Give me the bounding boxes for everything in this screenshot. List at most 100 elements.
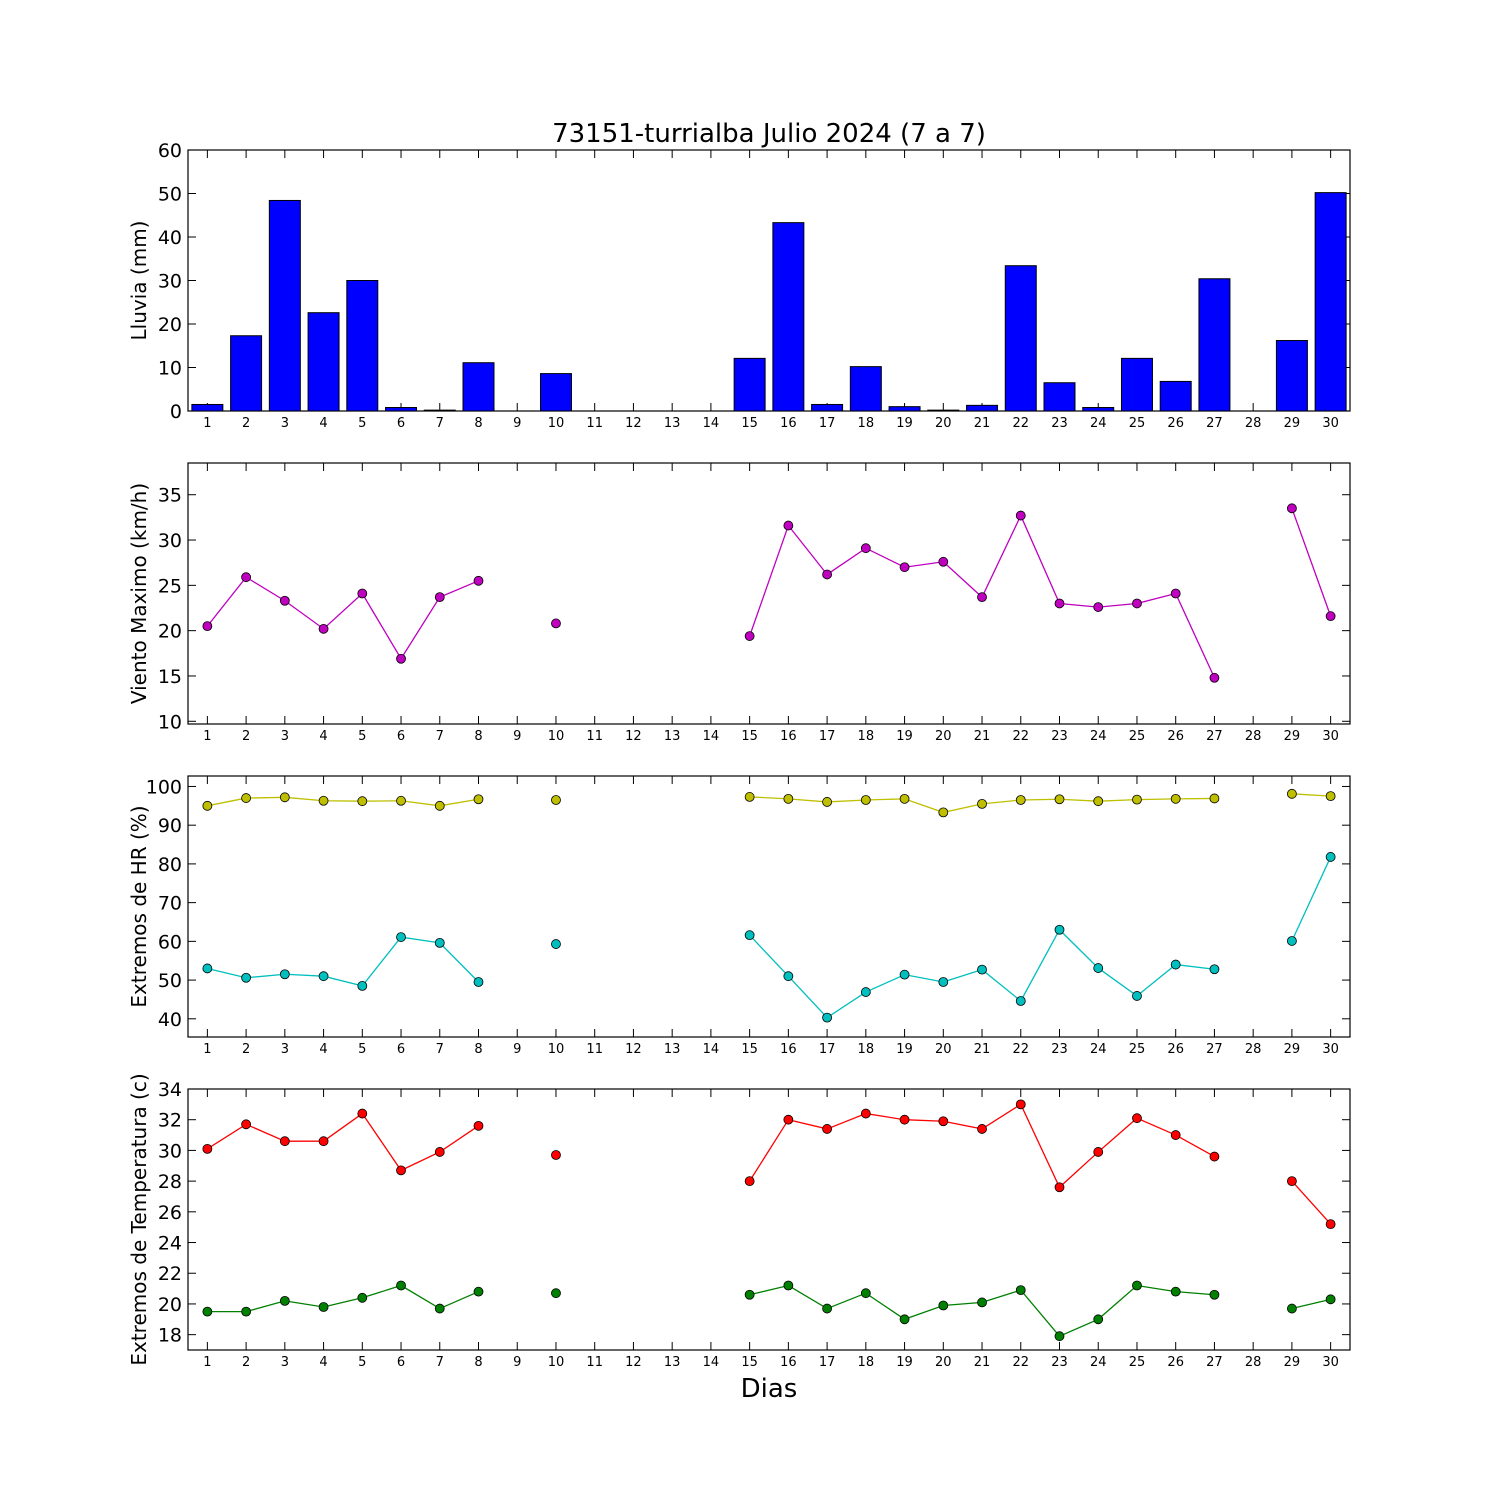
x-tick-label: 6 <box>397 729 405 744</box>
x-tick-label: 8 <box>474 1355 482 1370</box>
series-2-point-day-30 <box>1325 1294 1336 1305</box>
x-tick-label: 21 <box>974 416 991 431</box>
bar-day-2 <box>230 335 263 411</box>
x-tick-label: 7 <box>436 729 444 744</box>
series-1-point-day-10 <box>551 795 561 805</box>
series-2-point-day-20 <box>938 1300 949 1311</box>
series-1-point-day-21 <box>977 798 987 809</box>
plot-frame <box>187 462 1351 725</box>
series-1-point-day-22 <box>1015 510 1026 521</box>
x-tick-label: 18 <box>858 729 875 744</box>
series-1-point-day-7 <box>434 800 445 811</box>
x-tick-label: 4 <box>319 729 327 744</box>
series-1-point-day-18 <box>860 543 871 554</box>
y-tick-label: 60 <box>158 140 182 162</box>
x-tick-label: 21 <box>974 1355 991 1370</box>
series-1-point-day-24 <box>1093 796 1104 807</box>
x-tick-label: 19 <box>896 729 913 744</box>
x-tick-label: 13 <box>664 729 681 744</box>
series-1-point-day-25 <box>1132 598 1142 609</box>
series-1-point-day-24 <box>1093 1147 1104 1157</box>
x-tick-label: 7 <box>436 1355 444 1370</box>
x-tick-label: 23 <box>1051 729 1068 744</box>
x-tick-label: 27 <box>1206 729 1223 744</box>
x-tick-label: 11 <box>586 729 603 744</box>
x-tick-label: 23 <box>1051 1355 1068 1370</box>
series-1-point-day-6 <box>396 1165 406 1176</box>
series-1-point-day-1 <box>202 621 213 632</box>
bar-day-24 <box>1082 407 1115 411</box>
series-2-point-day-2 <box>241 1306 252 1317</box>
series-1-point-day-29 <box>1287 788 1297 799</box>
y-tick-label: 30 <box>158 530 182 552</box>
x-tick-label: 2 <box>242 1042 250 1057</box>
y-tick-label: 35 <box>158 485 182 507</box>
series-1-line <box>1291 793 1331 797</box>
x-axis-label: Dias <box>741 1374 798 1404</box>
series-1-point-day-23 <box>1054 598 1065 609</box>
x-tick-label: 3 <box>281 1355 289 1370</box>
x-tick-label: 10 <box>548 1355 565 1370</box>
x-tick-label: 13 <box>664 416 681 431</box>
series-1-point-day-4 <box>318 1136 329 1147</box>
x-tick-label: 16 <box>780 1042 797 1057</box>
x-tick-label: 14 <box>703 416 720 431</box>
series-2-point-day-25 <box>1132 991 1142 1001</box>
series-2-point-day-4 <box>318 1302 329 1312</box>
y-tick-label: 24 <box>158 1233 182 1255</box>
y-tick-label: 18 <box>158 1325 182 1347</box>
series-1-point-day-21 <box>977 1124 987 1134</box>
x-tick-label: 25 <box>1129 416 1146 431</box>
series-2-point-day-16 <box>783 1280 794 1291</box>
series-2-point-day-17 <box>822 1303 832 1314</box>
series-2-point-day-23 <box>1054 1331 1065 1342</box>
series-1-point-day-18 <box>860 1108 871 1119</box>
series-2-point-day-3 <box>279 1295 290 1306</box>
y-tick-label: 40 <box>158 1009 182 1031</box>
x-tick-label: 11 <box>586 1355 603 1370</box>
x-tick-label: 18 <box>858 416 875 431</box>
bar-day-26 <box>1159 380 1192 411</box>
y-tick-label: 50 <box>158 184 182 206</box>
y-tick-label: 50 <box>158 970 182 992</box>
series-2-point-day-15 <box>744 1289 755 1300</box>
x-tick-label: 17 <box>819 416 836 431</box>
series-2-point-day-5 <box>357 980 368 991</box>
series-1-point-day-15 <box>744 1176 755 1187</box>
y-tick-label: 34 <box>158 1079 182 1101</box>
series-1-point-day-15 <box>744 792 755 802</box>
bar-day-22 <box>1004 265 1037 411</box>
x-tick-label: 28 <box>1245 416 1262 431</box>
series-1-point-day-5 <box>357 588 368 599</box>
series-1-point-day-17 <box>822 797 832 807</box>
series-1-point-day-25 <box>1132 1113 1142 1124</box>
series-1-point-day-27 <box>1209 793 1220 804</box>
y-tick-label: 26 <box>158 1202 182 1224</box>
y-axis-label: Lluvia (mm) <box>127 221 151 341</box>
x-tick-label: 26 <box>1167 1355 1184 1370</box>
bar-day-27 <box>1198 278 1231 411</box>
x-tick-label: 3 <box>281 416 289 431</box>
x-tick-label: 21 <box>974 1042 991 1057</box>
series-1-point-day-27 <box>1209 1151 1220 1162</box>
x-tick-label: 22 <box>1012 1355 1029 1370</box>
series-1-line <box>1291 1180 1332 1225</box>
series-1-line <box>207 796 479 807</box>
series-2-point-day-7 <box>434 1303 445 1314</box>
y-tick-label: 20 <box>158 314 182 336</box>
x-tick-label: 3 <box>281 729 289 744</box>
series-2-point-day-18 <box>860 1288 871 1299</box>
series-1-point-day-25 <box>1132 794 1142 805</box>
x-tick-label: 29 <box>1284 1042 1301 1057</box>
x-tick-label: 27 <box>1206 416 1223 431</box>
x-tick-label: 22 <box>1012 729 1029 744</box>
series-1-point-day-17 <box>822 569 832 580</box>
series-1-line <box>207 1112 479 1172</box>
series-1-point-day-23 <box>1054 794 1065 805</box>
series-1-point-day-10 <box>551 1150 561 1160</box>
series-1-point-day-2 <box>241 793 252 803</box>
series-2-point-day-23 <box>1054 924 1065 935</box>
chart-title: 73151-turrialba Julio 2024 (7 a 7) <box>552 119 986 149</box>
series-1-point-day-26 <box>1170 793 1181 804</box>
